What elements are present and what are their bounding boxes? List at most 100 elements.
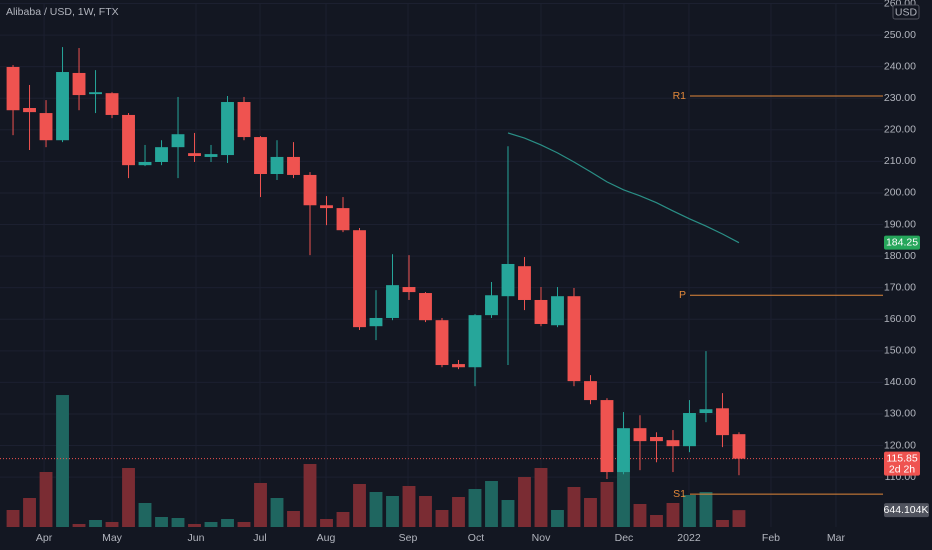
x-tick-label: Jul [253,532,266,544]
candle-body [600,400,614,473]
volume-bar [683,495,696,527]
countdown-label: 2d 2h [889,463,915,475]
volume-bar [171,518,185,527]
x-tick-label: Feb [762,532,780,544]
volume-bar [633,504,647,527]
candle-body [402,287,416,293]
y-tick-label: 130.00 [884,408,916,420]
volume-bar [468,489,482,527]
candle-body [237,102,251,138]
volume-bar [320,519,333,527]
moving-average-line [507,132,740,244]
y-tick-label: 250.00 [884,29,916,41]
y-tick-label: 180.00 [884,250,916,262]
volume-bar [386,496,399,527]
volume-bar [402,486,416,527]
volume-bar [254,483,267,527]
candle-body [6,66,20,111]
volume-bar [452,497,465,527]
x-tick-label: Sep [399,532,418,544]
candle-body [617,428,630,473]
volume-bar [369,492,383,527]
candle-body [732,434,746,459]
volume-bar [204,522,218,527]
y-tick-label: 240.00 [884,60,916,72]
pivot-label: R1 [673,90,687,102]
y-tick-label: 230.00 [884,92,916,104]
candle-body [23,108,36,113]
candle-body [72,72,86,96]
volume-bar [666,503,680,527]
volume-bar [567,487,581,527]
volume-bar [105,522,119,527]
y-tick-label: 210.00 [884,155,916,167]
volume-bar [237,522,251,527]
candle-body [386,285,399,318]
candle-body [320,205,333,209]
ma-value-label: 184.25 [886,236,918,248]
candle-body [551,296,564,326]
volume-bar [435,510,449,527]
volume-bar [56,395,69,527]
x-tick-label: Jun [188,532,205,544]
candle-body [699,409,713,414]
y-tick-label: 160.00 [884,313,916,325]
candle-body [188,153,201,157]
y-tick-label: 140.00 [884,376,916,388]
candle-body [567,296,581,382]
volume-bar [336,512,350,527]
y-tick-label: 200.00 [884,187,916,199]
pivot-label: P [679,289,686,301]
volume-bar [270,498,284,527]
candle-body [155,147,168,163]
volume-bar [72,524,86,527]
volume-bar [534,468,548,527]
volume-bar [353,484,366,527]
volume-bar [138,503,152,527]
candle-body [56,72,69,141]
candle-body [716,408,729,436]
y-tick-label: 150.00 [884,345,916,357]
volume-bar [188,524,201,527]
volume-bar [551,510,564,527]
candle-body [683,413,696,447]
volume-bar [600,482,614,527]
x-tick-label: 2022 [677,532,701,544]
x-tick-label: Mar [827,532,846,544]
candle-body [89,92,102,95]
candle-body [138,162,152,166]
volume-badge [884,503,929,518]
volume-bar [699,492,713,527]
candle-body [435,320,449,366]
ma-badge [884,235,920,250]
volume-bar [23,498,36,527]
candle-body [419,293,432,321]
candle-body [221,102,234,156]
volume-bar [155,517,168,527]
candle-body [171,134,185,148]
last-price-badge [884,451,920,476]
volume-bar [303,464,317,527]
volume-bar [287,511,300,527]
candle-body [303,174,317,206]
currency-label: USD [895,6,918,18]
volume-bar [221,519,234,527]
candle-body [204,154,218,157]
volume-bar [716,520,729,527]
candle-layer [6,47,746,480]
candle-body [485,295,498,316]
volume-bar [39,472,53,527]
candle-body [39,113,53,141]
candle-body [584,381,597,401]
volume-bar [518,477,531,527]
x-tick-label: Dec [615,532,634,544]
x-tick-label: Apr [36,532,53,544]
volume-label: 644.104K [884,504,929,516]
y-tick-label: 170.00 [884,281,916,293]
candle-body [534,299,548,324]
chart-title: Alibaba / USD, 1W, FTX [6,6,119,18]
volume-bar [650,515,663,527]
y-tick-label: 190.00 [884,218,916,230]
